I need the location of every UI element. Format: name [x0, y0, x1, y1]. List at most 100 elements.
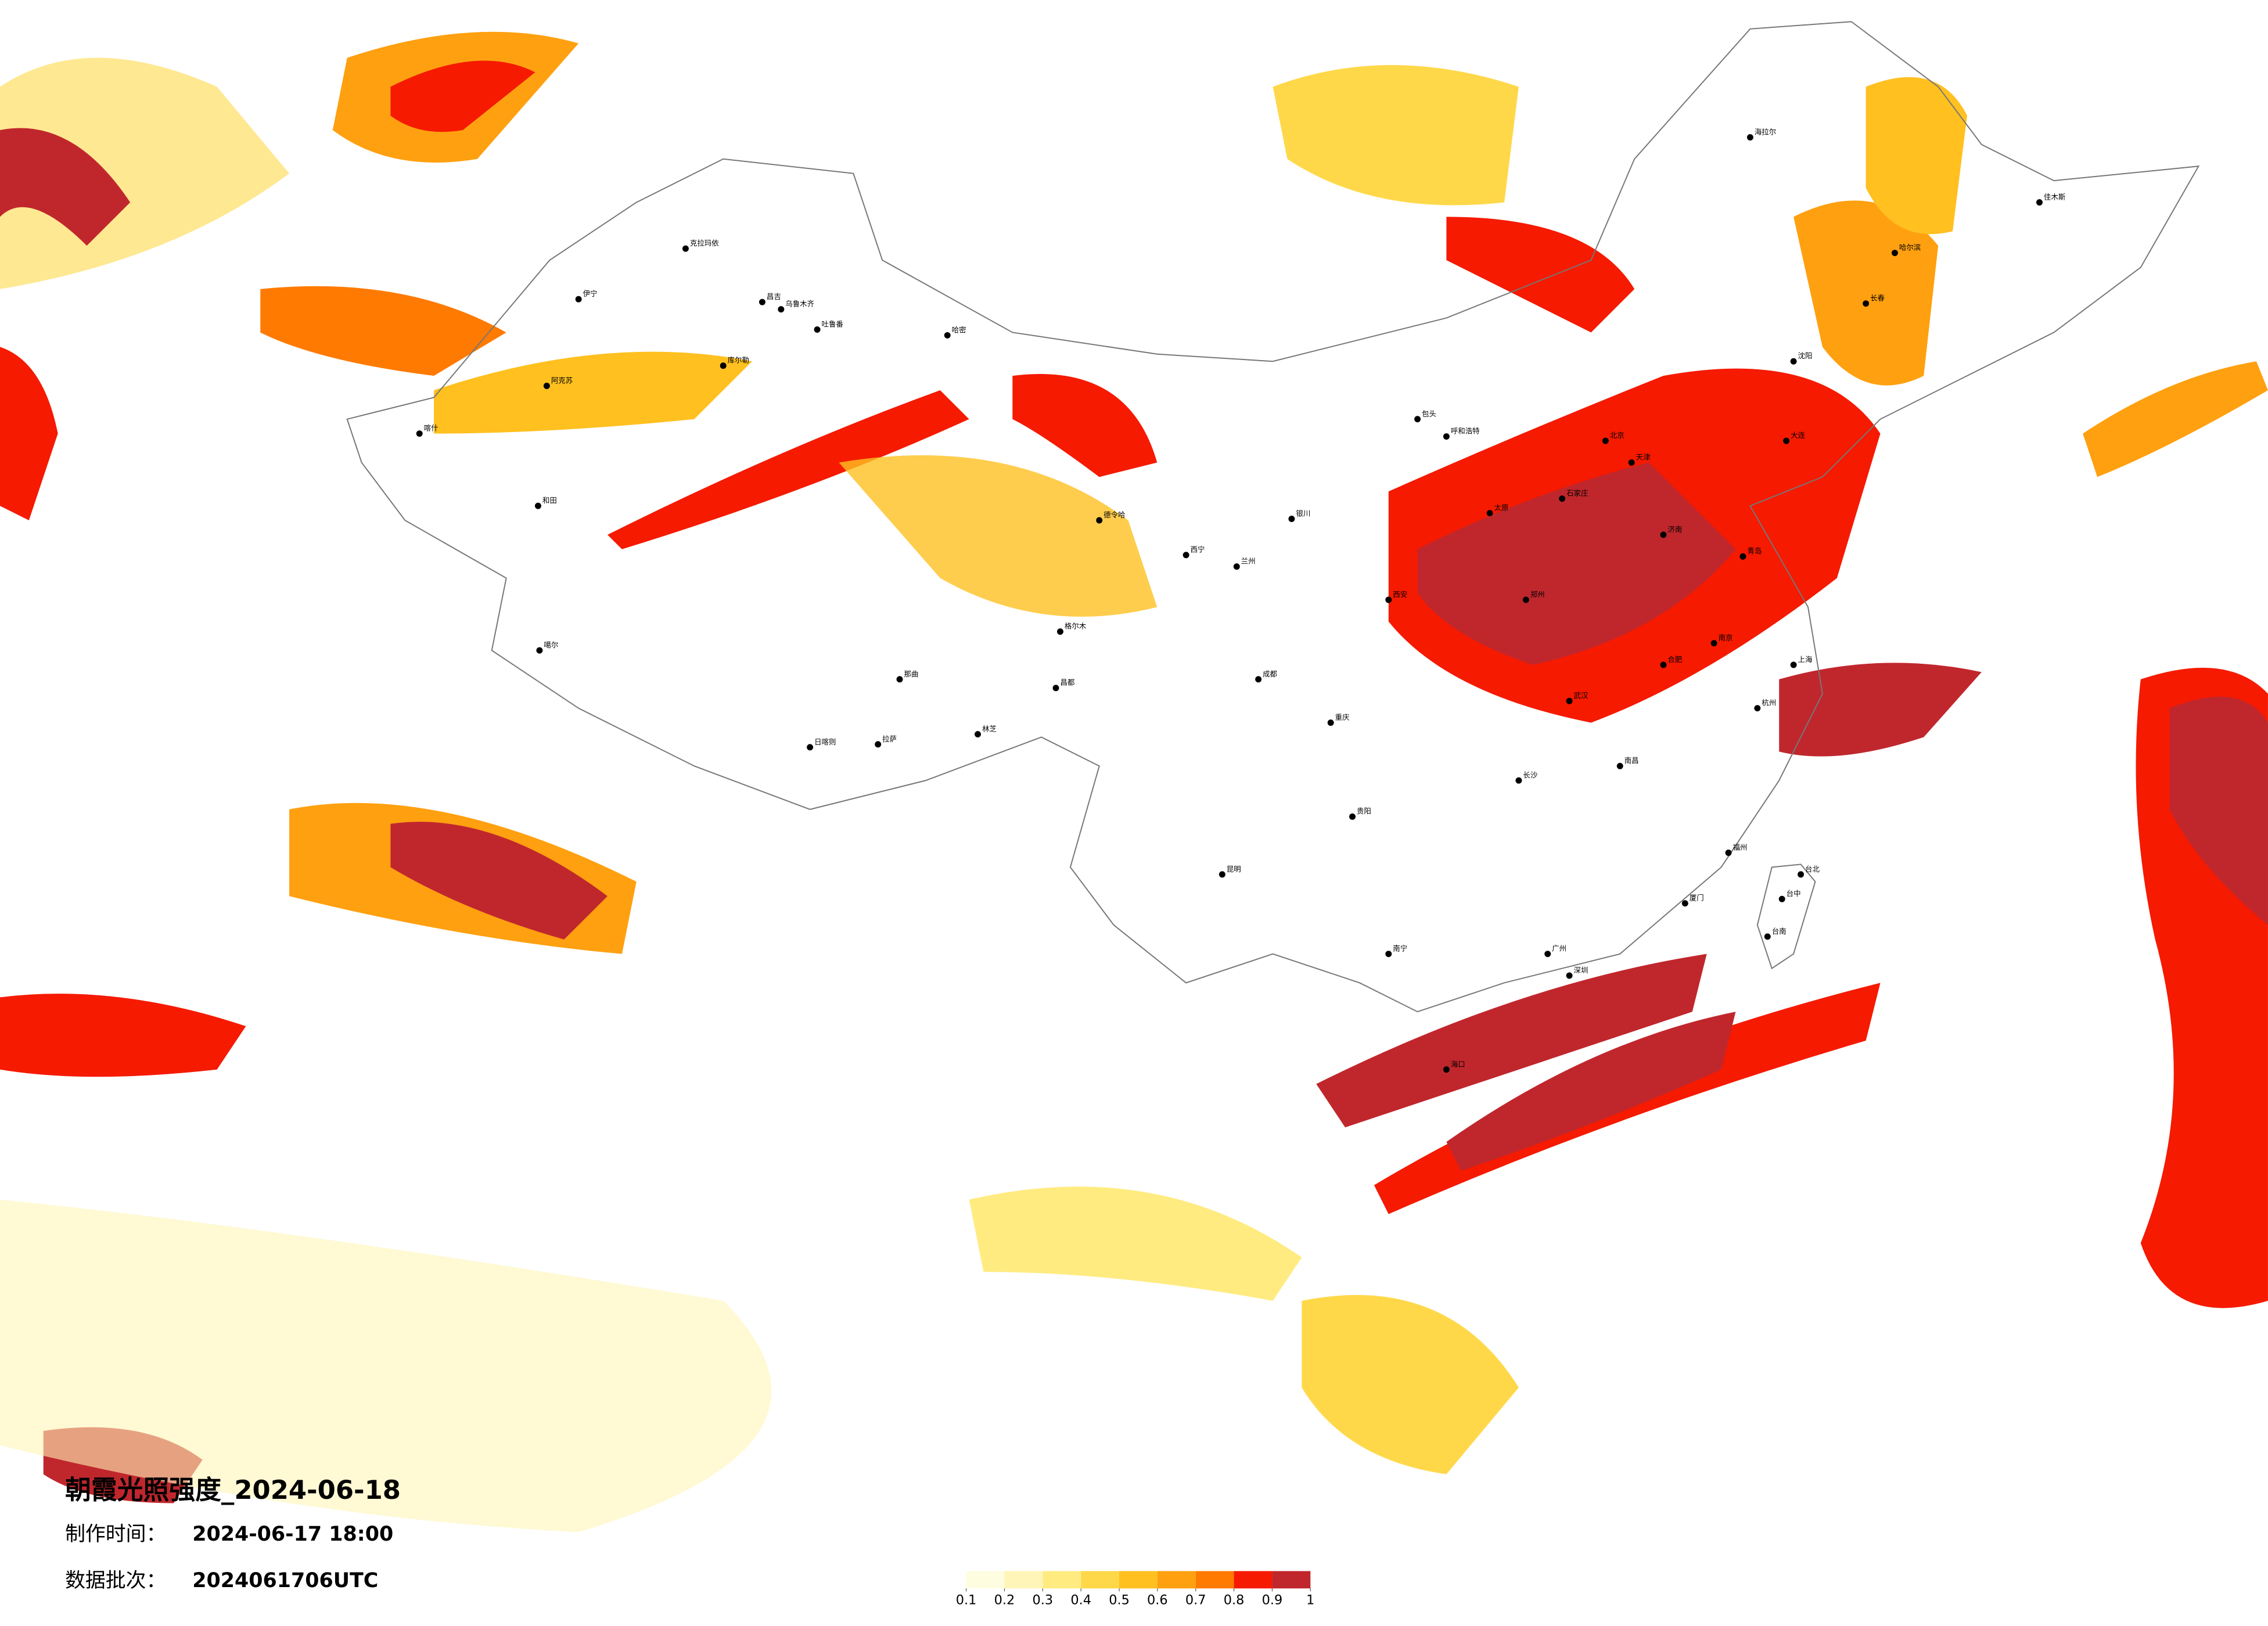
colorbar-swatch — [1157, 1571, 1196, 1589]
city-dot — [1628, 459, 1635, 466]
city-label: 成都 — [1263, 670, 1277, 678]
city-label: 广州 — [1552, 944, 1566, 953]
city-label: 深圳 — [1574, 966, 1588, 974]
made-time-label: 制作时间： — [65, 1523, 166, 1546]
colorbar-swatch — [1004, 1571, 1043, 1589]
city-label: 南昌 — [1624, 756, 1639, 765]
city-dot — [536, 647, 543, 654]
city-label: 台中 — [1787, 889, 1801, 898]
city-dot — [1182, 552, 1189, 559]
city-dot — [759, 298, 765, 305]
city-label: 郑州 — [1530, 590, 1545, 599]
city-label: 台北 — [1805, 865, 1820, 873]
city-label: 伊宁 — [583, 289, 598, 298]
city-label: 石家庄 — [1566, 489, 1588, 498]
city-label: 拉萨 — [882, 735, 897, 743]
city-dot — [1544, 951, 1551, 958]
city-dot — [1219, 871, 1225, 878]
colorbar-tick-label: 1 — [1306, 1593, 1314, 1608]
city-dot — [1486, 510, 1493, 517]
city-dot — [1739, 553, 1746, 560]
city-dot — [1559, 495, 1566, 502]
city-label: 林芝 — [982, 724, 997, 733]
city-label: 昌吉 — [767, 292, 781, 301]
city-dot — [682, 245, 689, 252]
city-dot — [1288, 516, 1295, 522]
city-dot — [1056, 628, 1063, 635]
city-dot — [1790, 358, 1797, 365]
colorbar-swatch — [1119, 1571, 1158, 1589]
island-border — [1756, 864, 1816, 970]
city-label: 武汉 — [1574, 691, 1588, 700]
city-label: 喀什 — [424, 424, 438, 433]
city-dot — [416, 430, 423, 437]
city-dot — [543, 383, 550, 390]
city-dot — [1566, 972, 1573, 979]
city-dot — [534, 502, 541, 509]
colorbar-swatch — [966, 1571, 1005, 1589]
city-dot — [1414, 416, 1421, 423]
city-dot — [1725, 849, 1732, 856]
city-label: 海拉尔 — [1755, 127, 1776, 136]
city-dot — [778, 306, 785, 313]
city-label: 海口 — [1451, 1060, 1465, 1069]
colorbar-tick-label: 0.1 — [956, 1593, 977, 1608]
city-dot — [575, 296, 582, 303]
city-dot — [1602, 437, 1609, 444]
colorbar-tick-label: 0.2 — [994, 1593, 1015, 1608]
city-label: 厦门 — [1690, 894, 1704, 902]
city-label: 重庆 — [1335, 713, 1350, 721]
colorbar-swatch — [1081, 1571, 1120, 1589]
colorbar-swatch — [1234, 1571, 1273, 1589]
colorbar: 0.1 0.2 0.3 0.4 0.5 0.6 0.7 0.8 0.9 1 — [956, 1571, 1314, 1608]
colorbar-tick-label: 0.3 — [1032, 1593, 1053, 1608]
city-label: 青岛 — [1747, 546, 1762, 555]
city-label: 兰州 — [1241, 557, 1256, 566]
city-dot — [875, 741, 882, 748]
city-dot — [896, 676, 903, 683]
colorbar-swatch — [1195, 1571, 1234, 1589]
city-dot — [1783, 437, 1790, 444]
city-label: 昌都 — [1060, 678, 1074, 687]
city-dot — [1863, 300, 1870, 307]
city-dot — [1255, 676, 1262, 683]
city-dot — [1385, 596, 1392, 603]
city-label: 北京 — [1610, 431, 1624, 440]
city-dot — [1790, 661, 1797, 668]
city-dot — [1096, 517, 1103, 524]
colorbar-swatch — [1272, 1571, 1311, 1589]
city-dot — [1233, 563, 1240, 570]
city-dot — [1778, 895, 1785, 902]
city-label: 合肥 — [1667, 655, 1682, 664]
city-dot — [1385, 951, 1392, 958]
city-label: 济南 — [1667, 525, 1682, 534]
city-label: 南京 — [1719, 634, 1733, 642]
city-label: 银川 — [1296, 509, 1310, 518]
colorbar-tick-label: 0.8 — [1224, 1593, 1245, 1608]
city-dot — [1616, 762, 1623, 769]
city-dot — [1681, 900, 1688, 907]
country-border — [346, 21, 2200, 1013]
city-dot — [1443, 1066, 1450, 1073]
city-dot — [1052, 685, 1059, 692]
city-dot — [807, 744, 814, 751]
city-dot — [1754, 705, 1761, 712]
city-label: 杭州 — [1762, 699, 1776, 707]
city-label: 长春 — [1870, 294, 1885, 303]
city-dot — [814, 326, 821, 333]
city-dot — [975, 731, 981, 738]
city-label: 吐鲁番 — [822, 319, 844, 328]
colorbar-tick-label: 0.7 — [1185, 1593, 1206, 1608]
city-dot — [944, 332, 951, 339]
colorbar-tick-label: 0.4 — [1070, 1593, 1091, 1608]
map-title: 朝霞光照强度_2024-06-18 — [65, 1474, 401, 1505]
city-label: 噶尔 — [544, 641, 558, 649]
city-dot — [1746, 134, 1753, 141]
colorbar-swatch — [1043, 1571, 1081, 1589]
batch-label: 数据批次： — [65, 1569, 166, 1592]
city-label: 南宁 — [1393, 944, 1407, 953]
city-dot — [1522, 596, 1529, 603]
city-label: 包头 — [1422, 409, 1436, 418]
